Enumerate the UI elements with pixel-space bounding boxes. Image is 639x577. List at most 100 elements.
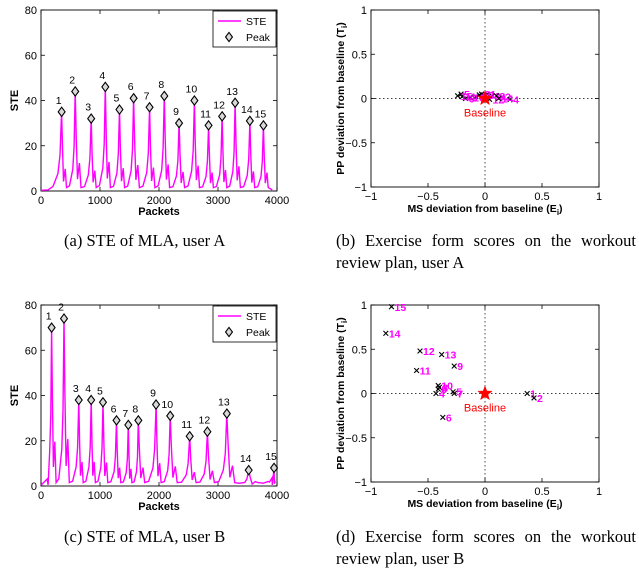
legend-entry-ste: STE (246, 16, 266, 28)
score-point (462, 95, 469, 102)
y-tick-label: 0 (361, 389, 367, 401)
score-point (435, 382, 442, 389)
score-point (438, 351, 445, 358)
peak-marker (74, 394, 83, 406)
x-tick-label: −1 (365, 191, 378, 203)
caption-a: (a) STE of MLA, user A (64, 231, 226, 250)
score-point (473, 93, 479, 100)
y-axis-label: STE (9, 90, 21, 111)
y-axis-label: STE (9, 385, 21, 406)
ste-series-line (40, 86, 273, 191)
x-tick-label: −0.5 (417, 191, 439, 203)
peak-marker (259, 119, 268, 131)
chart-c: 0 1000 2000 3000 4000 0 20 40 60 80 Packets STE 1 2 3 4… (0, 295, 300, 546)
peak-marker (87, 113, 96, 125)
peak-label: 1 (56, 95, 62, 107)
x-tick-label: 1000 (88, 195, 112, 207)
peak-label: 13 (226, 86, 238, 98)
score-point-label: 5 (464, 89, 470, 101)
score-point (495, 95, 502, 102)
x-tick-label: −0.5 (417, 486, 439, 498)
x-tick-label: 2000 (147, 195, 171, 207)
score-point (467, 94, 473, 101)
score-point (507, 96, 513, 103)
score-point-label: 10 (473, 93, 485, 105)
score-point-label: 11 (465, 92, 476, 104)
baseline-star (477, 385, 493, 401)
x-axis-label: MS deviation from baseline (Ei) (407, 203, 562, 217)
score-point-label: 3 (442, 382, 448, 394)
y-tick-label: −0.5 (345, 138, 367, 150)
legend-entry-peak: Peak (246, 32, 271, 44)
score-point-label: 4 (513, 94, 519, 106)
score-point (413, 367, 420, 374)
x-tick-label: 0.5 (534, 486, 549, 498)
score-point-label: 9 (485, 89, 491, 101)
plot-frame (40, 9, 278, 192)
peak-marker (245, 115, 254, 127)
y-tick-label: 0.5 (352, 344, 367, 356)
peak-label: 4 (85, 383, 91, 395)
peak-label: 6 (111, 403, 117, 415)
y-tick-label: 20 (25, 141, 37, 153)
baseline-label: Baseline (464, 108, 506, 120)
x-tick-label: 4000 (265, 195, 289, 207)
y-tick-label: 0.5 (352, 49, 367, 61)
score-point (531, 395, 537, 401)
score-point-label: 14 (502, 94, 514, 106)
peak-label: 3 (73, 383, 79, 395)
peak-marker (203, 426, 212, 438)
score-point-label: 12 (423, 346, 435, 358)
score-point (524, 390, 530, 397)
peak-marker (174, 117, 184, 129)
peak-label: 8 (132, 403, 138, 415)
baseline-star (477, 90, 493, 106)
peak-marker (71, 85, 80, 97)
x-tick-label: 0 (38, 490, 44, 502)
baseline-label: Baseline (464, 403, 506, 415)
peak-label: 11 (200, 108, 211, 120)
score-point (454, 93, 461, 99)
score-point (388, 303, 395, 310)
peak-marker (57, 106, 66, 118)
peak-label: 11 (181, 419, 192, 431)
score-point (440, 414, 446, 421)
y-tick-label: 0 (31, 481, 37, 493)
score-point-label: 14 (389, 328, 401, 340)
peak-marker (145, 101, 154, 113)
score-point-label: 4 (439, 389, 445, 401)
score-point-label: 8 (441, 384, 447, 396)
score-point-label: 9 (457, 361, 463, 373)
x-tick-label: −1 (365, 486, 378, 498)
peak-label: 12 (199, 415, 211, 427)
caption-d: (d) Exercise form scores on the workout … (336, 527, 636, 568)
y-tick-label: −1 (354, 477, 367, 489)
peak-label: 15 (265, 451, 277, 463)
score-point (451, 363, 458, 369)
peak-label: 5 (97, 385, 103, 397)
y-tick-label: 40 (25, 391, 37, 403)
y-tick-label: 40 (25, 96, 37, 108)
peak-marker (244, 464, 253, 476)
caption-c: (c) STE of MLA, user B (64, 527, 226, 546)
peak-label: 13 (218, 397, 230, 409)
peak-marker (112, 414, 121, 426)
ste-series-line (40, 318, 276, 486)
chart-a-plot: 0 1000 2000 3000 4000 0 20 40 60 80 Packets STE 12 3 4… (9, 5, 289, 218)
x-tick-label: 0 (482, 486, 488, 498)
peak-label: 9 (173, 106, 179, 118)
y-tick-label: 1 (361, 5, 367, 17)
y-tick-label: −1 (354, 182, 367, 194)
score-point-label: 5 (456, 387, 462, 399)
score-point (451, 390, 458, 397)
legend-peak-swatch (224, 31, 234, 43)
peak-label: 14 (240, 453, 252, 465)
caption-b: (b) Exercise form scores on the workout … (336, 231, 636, 272)
peak-label: 7 (144, 90, 150, 102)
peak-label: 7 (122, 408, 128, 420)
chart-a: 0 1000 2000 3000 4000 0 20 40 60 80 Packets STE 1 2 3 4… (0, 0, 300, 250)
peak-label: 2 (69, 74, 75, 86)
peak-marker (269, 462, 279, 474)
x-tick-label: 0 (38, 195, 44, 207)
chart-d: −1 −0.5 0 0.5 1 −1 −0.5 0 0.5 1 MS deviation from … (321, 295, 639, 568)
